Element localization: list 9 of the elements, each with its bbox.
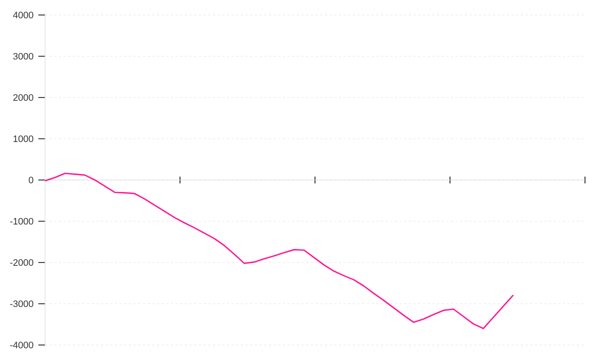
y-tick-label: -2000: [10, 259, 34, 266]
y-tick-label: 4000: [13, 12, 34, 18]
y-tick-label: 0: [28, 176, 34, 184]
y-tick-label: 2000: [13, 94, 34, 101]
y-tick-label: -4000: [10, 342, 34, 348]
y-tick-label: -3000: [10, 300, 34, 308]
y-tick-label: 3000: [13, 52, 34, 60]
y-tick-label: -1000: [10, 218, 34, 225]
y-tick-label: 1000: [14, 135, 34, 142]
